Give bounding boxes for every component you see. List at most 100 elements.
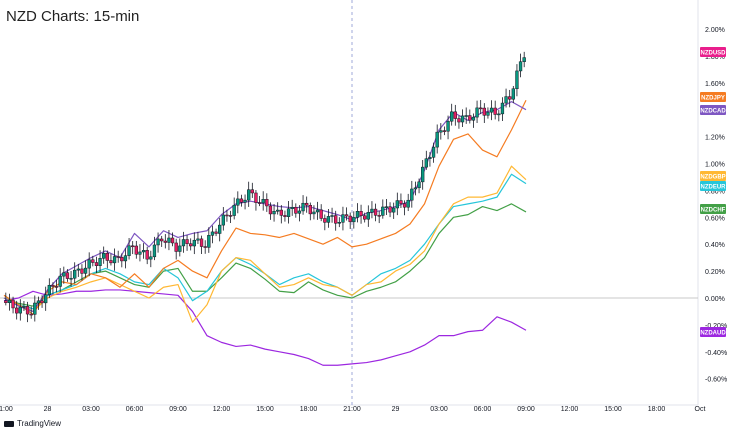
candle-body	[435, 131, 439, 148]
candle-body	[265, 199, 269, 207]
candle-body	[218, 224, 222, 234]
candle-body	[363, 215, 367, 220]
y-tick-label: 0.60%	[705, 215, 725, 222]
candle-body	[450, 111, 454, 122]
series-line-nzdeur	[3, 173, 527, 310]
candle-body	[366, 212, 370, 220]
candle-body	[44, 294, 48, 304]
x-tick-label: 06:00	[474, 406, 492, 413]
candle-body	[489, 107, 494, 113]
candle-body	[170, 237, 175, 244]
candle-body	[355, 211, 360, 218]
candle-body	[62, 272, 66, 277]
candle-body	[464, 115, 468, 117]
candle-body	[69, 277, 73, 280]
series-label-bg-nzdgbp	[700, 171, 726, 181]
candle-body	[283, 215, 287, 217]
y-tick-label: 1.00%	[705, 162, 725, 169]
candle-body	[475, 107, 479, 118]
candle-body	[199, 238, 204, 247]
candle-body	[279, 209, 283, 216]
candle-body	[250, 189, 254, 194]
candle-body	[515, 70, 519, 89]
candle-body	[54, 286, 59, 288]
candle-body	[479, 107, 483, 110]
candle-body	[36, 300, 41, 304]
candle-body	[348, 215, 352, 223]
candle-body	[406, 199, 410, 208]
candle-body	[214, 231, 218, 234]
candle-body	[254, 192, 258, 203]
x-tick-label: 15:00	[256, 406, 274, 413]
x-tick-label: 28	[44, 406, 52, 413]
x-tick-label: 12:00	[213, 406, 231, 413]
series-label-nzdaud: NZDAUD	[700, 331, 726, 337]
x-tick-label: 09:00	[517, 406, 535, 413]
candle-body	[91, 259, 95, 263]
candle-body	[232, 204, 236, 216]
series-label-nzdusd: NZDUSD	[701, 51, 727, 57]
candle-body	[330, 215, 334, 217]
series-label-nzdcad: NZDCAD	[700, 109, 726, 115]
chart-title: NZD Charts: 15-min	[6, 8, 140, 25]
candle-body	[518, 61, 523, 72]
candle-body	[131, 245, 135, 248]
y-tick-label: -0.60%	[705, 377, 727, 384]
candle-body	[123, 255, 128, 262]
candle-body	[167, 237, 171, 243]
y-tick-label: 2.00%	[705, 27, 725, 34]
tradingview-text: TradingView	[17, 419, 62, 428]
candle-body	[276, 209, 280, 212]
candle-body	[239, 198, 244, 203]
y-tick-label: -0.40%	[705, 350, 727, 357]
candle-body	[105, 252, 109, 261]
candle-body	[428, 157, 432, 159]
candle-body	[308, 205, 312, 215]
series-labels: NZDUSD NZDJPY NZDCAD NZDGBP NZDEUR NZDCHF NZDA…	[700, 47, 726, 337]
candle-body	[421, 166, 425, 183]
candle-body	[47, 284, 51, 295]
x-tick-label: 18:00	[300, 406, 318, 413]
x-tick-label: 21:00	[343, 406, 361, 413]
y-tick-label: 0.00%	[705, 296, 725, 303]
candle-body	[377, 215, 381, 217]
candle-body	[112, 256, 117, 264]
series-line-nzdcad	[3, 101, 527, 313]
candlesticks	[4, 51, 526, 323]
candle-body	[58, 275, 62, 287]
candle-body	[33, 302, 37, 315]
candle-body	[399, 200, 403, 204]
x-tick-label: 18:00	[648, 406, 666, 413]
candle-body	[373, 208, 378, 216]
candle-body	[18, 306, 22, 314]
candle-body	[94, 262, 99, 266]
candle-body	[149, 256, 153, 260]
candle-body	[297, 210, 302, 214]
candle-body	[4, 300, 8, 303]
candle-body	[80, 268, 84, 274]
candle-body	[40, 300, 44, 304]
candle-body	[51, 284, 55, 287]
candle-body	[29, 313, 33, 316]
candle-body	[22, 306, 26, 308]
candle-body	[290, 206, 294, 209]
candle-body	[178, 245, 182, 252]
candle-body	[301, 202, 305, 212]
candle-body	[152, 244, 157, 258]
series-label-bg-nzdcad	[700, 105, 726, 115]
x-axis-ticks: 21:00 28 03:00 06:00 09:00 12:00 15:00 18:00 21:…	[0, 406, 705, 413]
x-tick-label: 03:00	[430, 406, 448, 413]
series-lines	[3, 100, 527, 366]
candle-body	[257, 202, 262, 204]
x-tick-label: 15:00	[604, 406, 622, 413]
candle-body	[141, 250, 146, 253]
y-axis-ticks: 2.00%1.80%1.60%1.40%1.20%1.00%0.80%0.60%…	[705, 27, 727, 384]
candle-body	[410, 188, 414, 201]
x-tick-label: Oct	[695, 406, 706, 413]
candle-body	[163, 240, 167, 243]
candle-body	[319, 209, 323, 219]
y-tick-label: -0.20%	[705, 323, 727, 330]
candle-body	[87, 259, 91, 269]
x-tick-label: 29	[392, 406, 400, 413]
